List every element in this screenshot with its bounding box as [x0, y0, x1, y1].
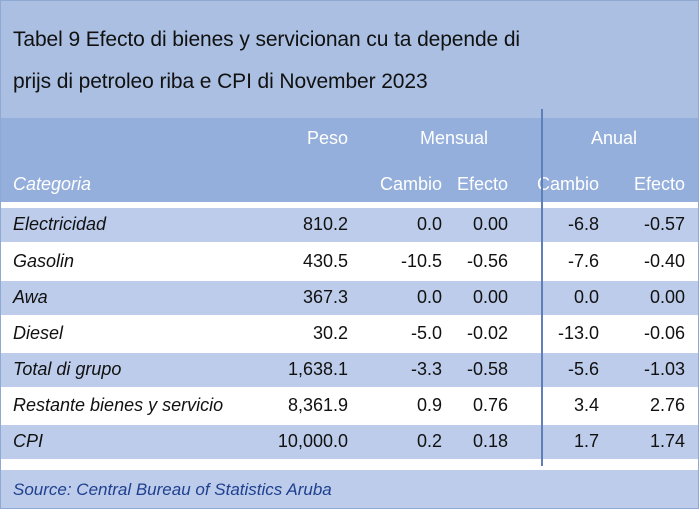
header-anual: Anual [591, 128, 638, 148]
row-peso: 430.5 [302, 251, 348, 271]
table-row: Electricidad 810.2 0.0 0.00 -6.8 -0.57 [1, 208, 698, 242]
row-mensual-cambio: 0.9 [416, 395, 442, 415]
table-row: Diesel 30.2 -5.0 -0.02 -13.0 -0.06 [1, 317, 698, 351]
row-category: Restante bienes y servicio [13, 395, 224, 415]
row-peso: 8,361.9 [287, 395, 348, 415]
header-efecto-mensual: Efecto [456, 174, 508, 194]
source-note: Source: Central Bureau of Statistics Aru… [13, 480, 332, 499]
row-anual-cambio: -6.8 [567, 214, 599, 234]
table-title-line2: prijs di petroleo riba e CPI di November… [13, 70, 428, 93]
row-peso: 810.2 [302, 214, 348, 234]
row-peso: 10,000.0 [277, 431, 348, 451]
row-mensual-efecto: 0.00 [472, 287, 508, 307]
row-category: Diesel [13, 323, 64, 343]
header-peso: Peso [306, 128, 348, 148]
row-mensual-cambio: -3.3 [410, 359, 442, 379]
row-mensual-cambio: 0.0 [416, 214, 442, 234]
row-category: CPI [13, 431, 44, 451]
column-divider [541, 109, 543, 466]
row-anual-efecto: 0.00 [649, 287, 685, 307]
table-row: Restante bienes y servicio 8,361.9 0.9 0… [1, 389, 698, 423]
row-mensual-efecto: -0.56 [466, 251, 508, 271]
row-mensual-efecto: 0.18 [472, 431, 508, 451]
header-categoria: Categoria [13, 174, 92, 194]
table-row: Total di grupo 1,638.1 -3.3 -0.58 -5.6 -… [1, 353, 698, 387]
row-anual-efecto: -0.57 [643, 214, 685, 234]
row-peso: 1,638.1 [287, 359, 348, 379]
row-category: Gasolin [13, 251, 75, 271]
row-anual-cambio: -7.6 [567, 251, 599, 271]
table-row: CPI 10,000.0 0.2 0.18 1.7 1.74 [1, 425, 698, 459]
row-anual-cambio: -13.0 [557, 323, 599, 343]
row-mensual-cambio: -10.5 [400, 251, 442, 271]
row-mensual-cambio: 0.0 [416, 287, 442, 307]
header-efecto-anual: Efecto [633, 174, 685, 194]
row-mensual-efecto: -0.02 [466, 323, 508, 343]
row-mensual-cambio: -5.0 [410, 323, 442, 343]
row-category: Awa [13, 287, 48, 307]
table-row: Gasolin 430.5 -10.5 -0.56 -7.6 -0.40 [1, 245, 698, 279]
table-title-band: Tabel 9 Efecto di bienes y servicionan c… [1, 1, 698, 118]
header-row-groups: Peso Mensual Anual [1, 118, 698, 160]
header-cambio-anual: Cambio [536, 174, 599, 194]
row-peso: 367.3 [302, 287, 348, 307]
row-category: Total di grupo [13, 359, 122, 379]
row-mensual-efecto: -0.58 [466, 359, 508, 379]
header-cambio-mensual: Cambio [379, 174, 442, 194]
header-row-columns: Categoria Cambio Efecto Cambio Efecto [1, 160, 698, 202]
row-anual-cambio: -5.6 [567, 359, 599, 379]
row-anual-efecto: 1.74 [649, 431, 685, 451]
row-mensual-efecto: 0.76 [472, 395, 508, 415]
source-note-band: Source: Central Bureau of Statistics Aru… [1, 470, 698, 508]
row-anual-cambio: 0.0 [573, 287, 599, 307]
row-mensual-efecto: 0.00 [472, 214, 508, 234]
header-mensual: Mensual [420, 128, 489, 148]
row-anual-efecto: -0.06 [643, 323, 685, 343]
table-row: Awa 367.3 0.0 0.00 0.0 0.00 [1, 281, 698, 315]
row-peso: 30.2 [312, 323, 348, 343]
row-anual-efecto: 2.76 [649, 395, 685, 415]
table-title-line1: Tabel 9 Efecto di bienes y servicionan c… [13, 28, 521, 51]
row-anual-efecto: -0.40 [643, 251, 685, 271]
row-mensual-cambio: 0.2 [416, 431, 442, 451]
row-anual-cambio: 1.7 [573, 431, 599, 451]
row-category: Electricidad [13, 214, 107, 234]
row-anual-cambio: 3.4 [573, 395, 599, 415]
row-anual-efecto: -1.03 [643, 359, 685, 379]
